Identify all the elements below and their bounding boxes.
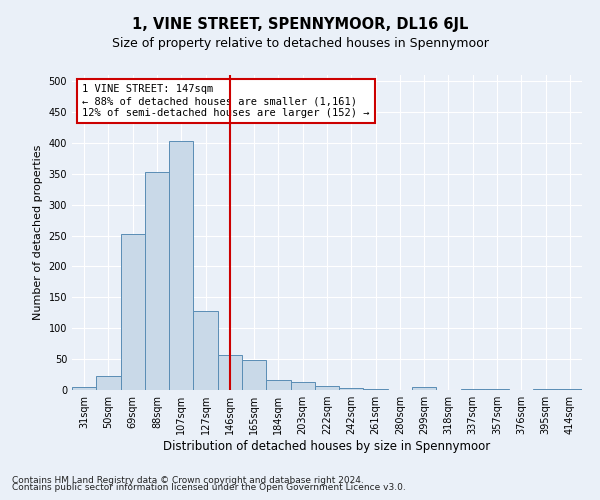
Bar — [266, 380, 290, 390]
Bar — [485, 389, 509, 390]
Bar — [145, 172, 169, 390]
Text: Size of property relative to detached houses in Spennymoor: Size of property relative to detached ho… — [112, 38, 488, 51]
Bar — [242, 360, 266, 390]
Y-axis label: Number of detached properties: Number of detached properties — [33, 145, 43, 320]
Bar — [121, 234, 145, 390]
Bar — [339, 388, 364, 390]
Bar — [315, 386, 339, 390]
Bar — [72, 387, 96, 390]
Text: Contains public sector information licensed under the Open Government Licence v3: Contains public sector information licen… — [12, 484, 406, 492]
Bar — [364, 389, 388, 390]
Bar — [290, 382, 315, 390]
Text: 1, VINE STREET, SPENNYMOOR, DL16 6JL: 1, VINE STREET, SPENNYMOOR, DL16 6JL — [132, 18, 468, 32]
Bar — [558, 389, 582, 390]
Bar — [412, 387, 436, 390]
Bar — [96, 376, 121, 390]
Text: 1 VINE STREET: 147sqm
← 88% of detached houses are smaller (1,161)
12% of semi-d: 1 VINE STREET: 147sqm ← 88% of detached … — [82, 84, 370, 117]
Bar — [169, 141, 193, 390]
Bar — [218, 355, 242, 390]
X-axis label: Distribution of detached houses by size in Spennymoor: Distribution of detached houses by size … — [163, 440, 491, 453]
Bar — [193, 311, 218, 390]
Text: Contains HM Land Registry data © Crown copyright and database right 2024.: Contains HM Land Registry data © Crown c… — [12, 476, 364, 485]
Bar — [461, 389, 485, 390]
Bar — [533, 389, 558, 390]
